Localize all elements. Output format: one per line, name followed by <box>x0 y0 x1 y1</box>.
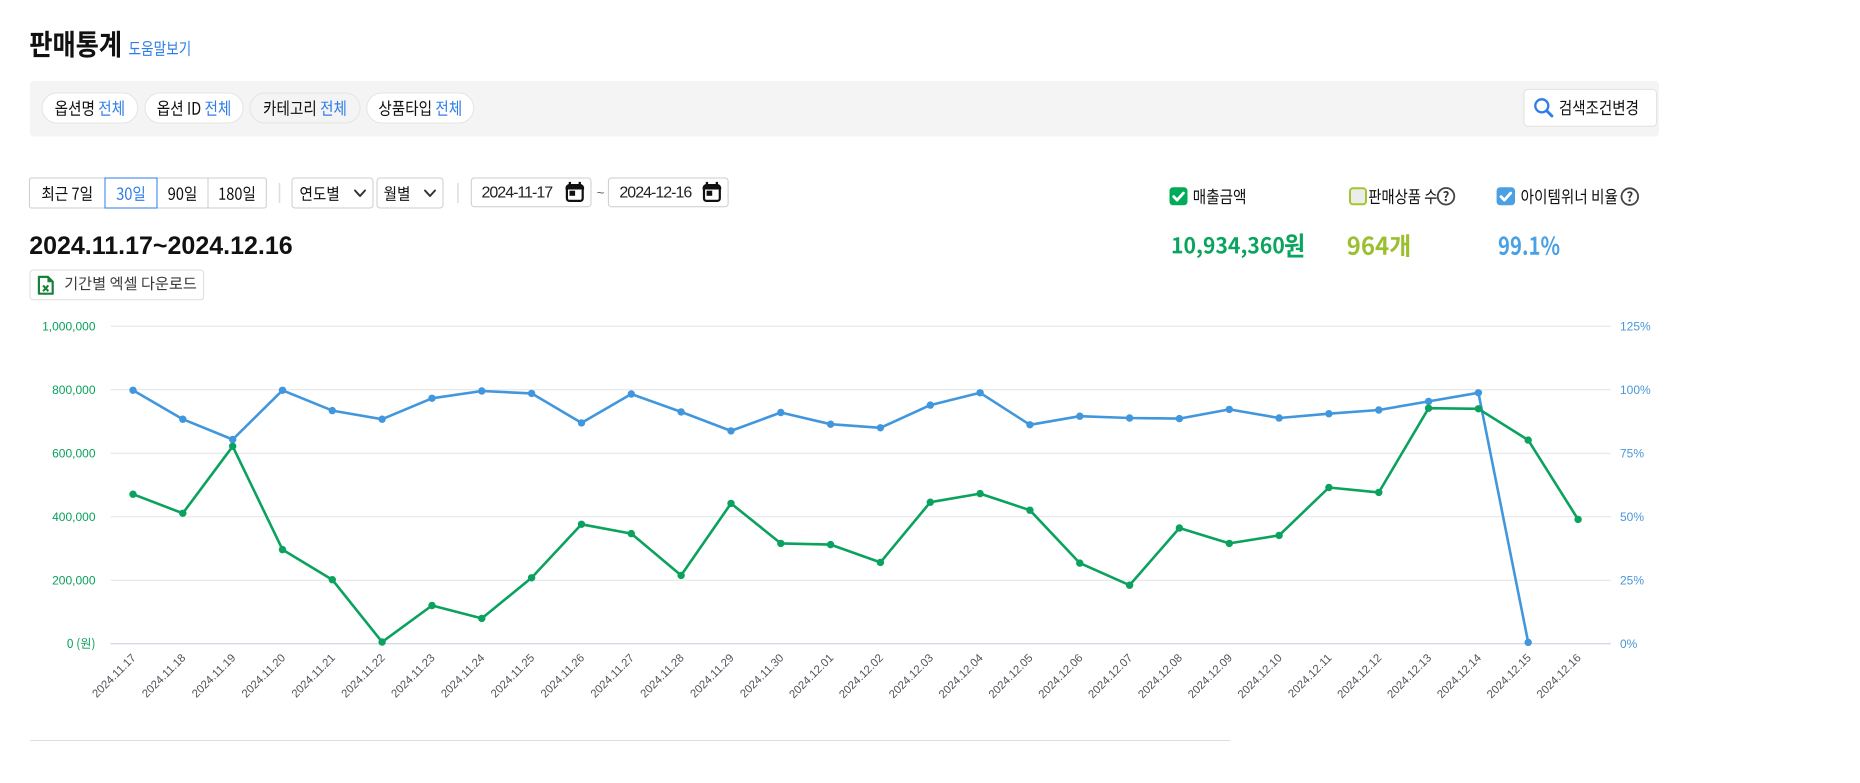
svg-text:2024.11.26: 2024.11.26 <box>539 652 587 700</box>
svg-text:800,000: 800,000 <box>52 383 96 397</box>
svg-text:600,000: 600,000 <box>52 447 96 461</box>
svg-text:2024.11.23: 2024.11.23 <box>389 652 437 700</box>
svg-text:2024.11.17: 2024.11.17 <box>90 652 138 700</box>
svg-text:2024-11-17: 2024-11-17 <box>482 185 554 202</box>
svg-text:50%: 50% <box>1620 510 1644 524</box>
svg-text:2024.11.29: 2024.11.29 <box>688 652 736 700</box>
svg-text:2024.11.24: 2024.11.24 <box>439 652 487 700</box>
svg-text:2024.11.27: 2024.11.27 <box>589 652 637 700</box>
svg-text:2024.11.30: 2024.11.30 <box>738 652 786 700</box>
svg-text:2024.11.25: 2024.11.25 <box>489 652 537 700</box>
svg-text:1,000,000: 1,000,000 <box>42 320 96 334</box>
svg-text:0%: 0% <box>1620 637 1638 651</box>
svg-text:2024.12.01: 2024.12.01 <box>787 652 836 701</box>
svg-text:125%: 125% <box>1620 320 1651 334</box>
svg-text:2024-12-16: 2024-12-16 <box>619 185 692 202</box>
svg-text:2024.11.22: 2024.11.22 <box>340 652 388 700</box>
svg-text:2024.11.19: 2024.11.19 <box>190 652 238 700</box>
svg-text:100%: 100% <box>1620 383 1651 397</box>
svg-text:~: ~ <box>597 185 605 200</box>
svg-text:2024.12.06: 2024.12.06 <box>1037 652 1086 701</box>
svg-text:2024.12.08: 2024.12.08 <box>1136 652 1185 701</box>
svg-text:2024.12.12: 2024.12.12 <box>1336 652 1385 701</box>
svg-text:2024.12.14: 2024.12.14 <box>1435 652 1484 701</box>
svg-text:2024.11.28: 2024.11.28 <box>639 652 687 700</box>
svg-text:2024.11.21: 2024.11.21 <box>290 652 338 700</box>
svg-text:2024.12.02: 2024.12.02 <box>837 652 886 701</box>
svg-text:2024.12.16: 2024.12.16 <box>1535 652 1584 701</box>
svg-text:400,000: 400,000 <box>52 510 96 524</box>
svg-text:2024.11.20: 2024.11.20 <box>240 652 288 700</box>
svg-text:25%: 25% <box>1620 574 1644 588</box>
svg-text:2024.12.09: 2024.12.09 <box>1186 652 1235 701</box>
svg-text:200,000: 200,000 <box>52 574 96 588</box>
svg-text:2024.12.07: 2024.12.07 <box>1086 652 1135 701</box>
svg-text:2024.12.11: 2024.12.11 <box>1286 652 1334 700</box>
svg-text:2024.12.05: 2024.12.05 <box>987 652 1036 701</box>
svg-text:2024.11.17~2024.12.16: 2024.11.17~2024.12.16 <box>29 232 292 260</box>
svg-text:2024.12.13: 2024.12.13 <box>1385 652 1434 701</box>
svg-text:75%: 75% <box>1620 447 1644 461</box>
svg-text:2024.11.18: 2024.11.18 <box>140 652 188 700</box>
svg-text:2024.12.15: 2024.12.15 <box>1485 652 1534 701</box>
svg-text:2024.12.04: 2024.12.04 <box>937 652 986 701</box>
svg-text:2024.12.10: 2024.12.10 <box>1236 652 1285 701</box>
svg-text:2024.12.03: 2024.12.03 <box>887 652 936 701</box>
